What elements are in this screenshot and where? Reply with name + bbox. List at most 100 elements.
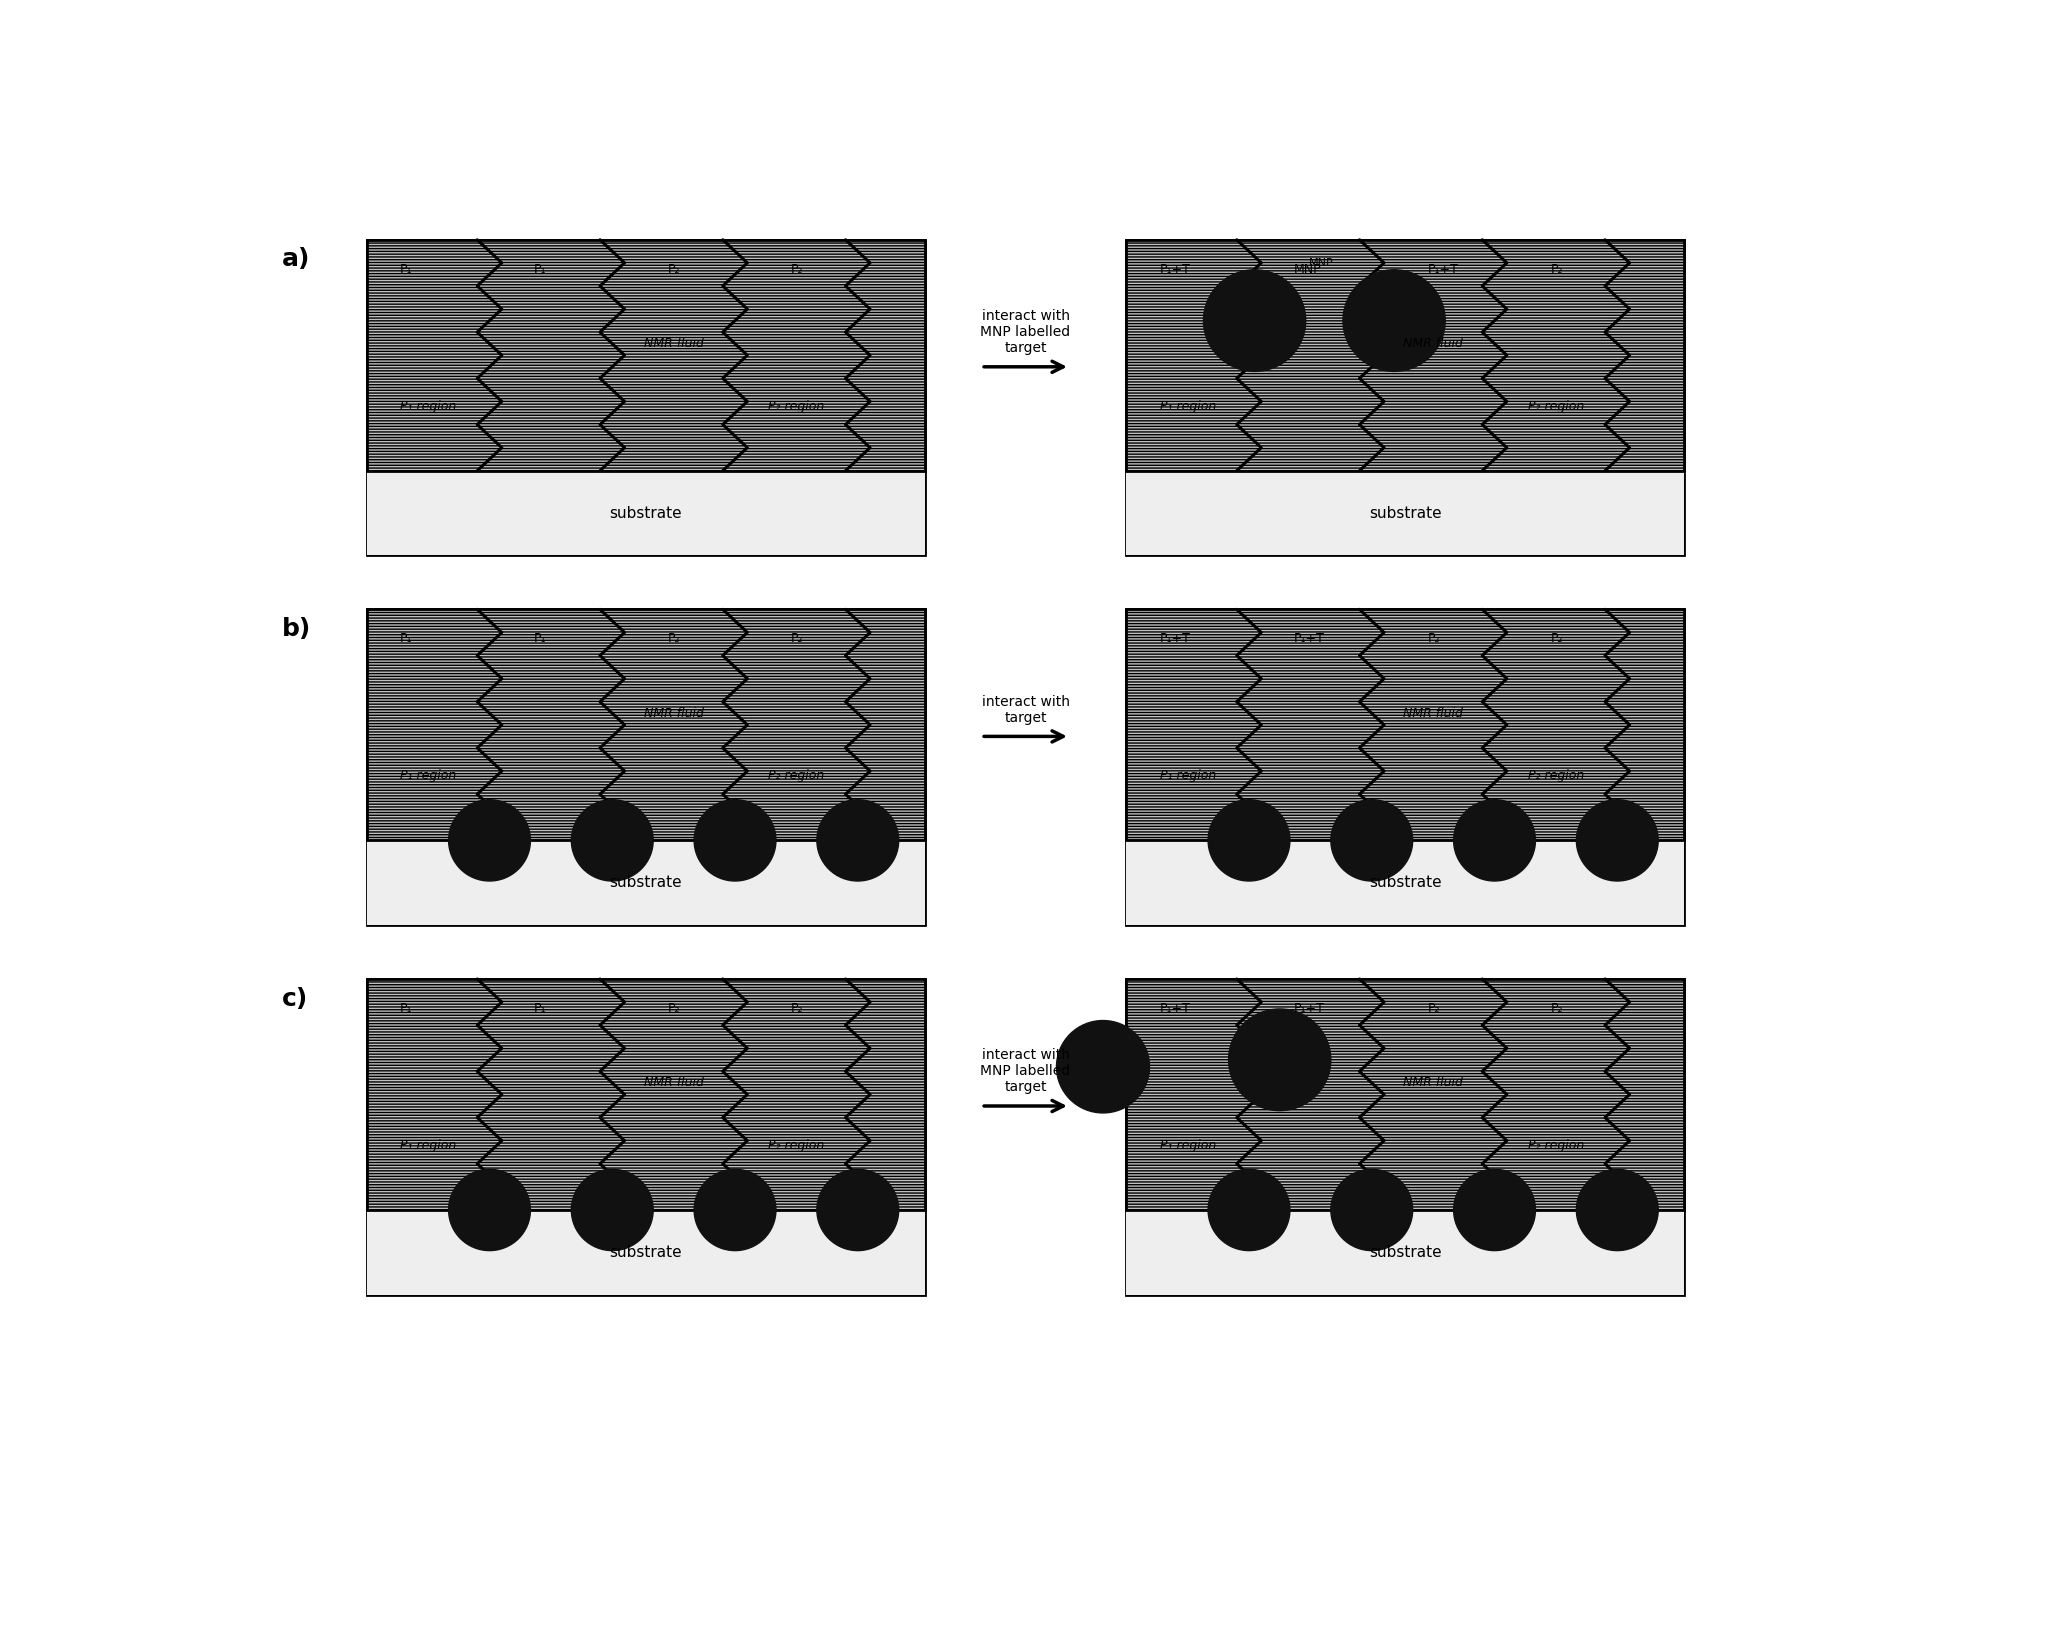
Text: P₂ region: P₂ region [1527,1138,1585,1152]
Text: P₂ region: P₂ region [769,1138,824,1152]
Text: P₁ region: P₁ region [1159,400,1215,413]
Text: P₁ region: P₁ region [401,770,457,781]
Bar [368,609,926,841]
Text: P₂: P₂ [1428,1002,1440,1015]
Text: P₁: P₁ [535,632,547,645]
Circle shape [1229,1008,1331,1110]
Circle shape [1576,1170,1659,1250]
Text: NMR fluid: NMR fluid [1403,707,1463,721]
Text: substrate: substrate [1370,875,1442,890]
Text: NMR fluid: NMR fluid [1403,337,1463,350]
Bar [368,979,926,1211]
Text: P₂ region: P₂ region [769,770,824,781]
Text: substrate: substrate [1370,505,1442,520]
Text: MNP: MNP [1310,258,1335,268]
Circle shape [448,1170,531,1250]
Bar [368,240,926,470]
Circle shape [1576,799,1659,882]
Bar [1126,470,1684,556]
Circle shape [1454,799,1535,882]
Text: P₂: P₂ [667,263,680,276]
Text: P₂: P₂ [791,1002,804,1015]
Circle shape [1454,1170,1535,1250]
Circle shape [1209,799,1289,882]
Text: P₁+T: P₁+T [1293,632,1324,645]
Bar [1126,609,1684,841]
Text: substrate: substrate [609,1245,682,1260]
Bar [368,609,926,841]
Text: MNP: MNP [1293,263,1322,276]
Text: substrate: substrate [609,875,682,890]
Text: interact with
target: interact with target [981,694,1070,725]
Text: NMR fluid: NMR fluid [1403,1076,1463,1089]
Text: P₁ region: P₁ region [1159,770,1215,781]
Bar [1126,841,1684,924]
Circle shape [1202,270,1306,372]
Text: substrate: substrate [609,505,682,520]
Text: P₂: P₂ [667,1002,680,1015]
Text: P₁+T: P₁+T [1159,632,1190,645]
Text: P₁+T: P₁+T [1428,263,1459,276]
Circle shape [816,799,899,882]
Circle shape [1331,799,1413,882]
Text: P₂: P₂ [1428,632,1440,645]
Text: NMR fluid: NMR fluid [645,707,705,721]
Text: P₂: P₂ [1550,632,1562,645]
Text: P₁ region: P₁ region [401,400,457,413]
Bar [1126,240,1684,556]
Bar [368,470,926,556]
Text: NMR fluid: NMR fluid [645,1076,705,1089]
Bar [368,979,926,1295]
Text: P₂: P₂ [1550,263,1562,276]
Text: P₁: P₁ [401,632,413,645]
Bar [1126,240,1684,470]
Text: P₁+T: P₁+T [1159,1002,1190,1015]
Text: interact with
MNP labelled
target: interact with MNP labelled target [981,1048,1070,1094]
Circle shape [816,1170,899,1250]
Text: P₁: P₁ [535,1002,547,1015]
Bar [1126,240,1684,470]
Text: P₁: P₁ [401,1002,413,1015]
Bar [1126,979,1684,1211]
Bar [368,841,926,924]
Text: c): c) [281,987,308,1010]
Bar [368,1211,926,1295]
Circle shape [1331,1170,1413,1250]
Bar [1126,1211,1684,1295]
Text: P₂: P₂ [1550,1002,1562,1015]
Bar [1126,979,1684,1211]
Text: NMR fluid: NMR fluid [645,337,705,350]
Text: a): a) [281,247,310,271]
Circle shape [448,799,531,882]
Bar [1126,240,1684,470]
Circle shape [694,1170,777,1250]
Bar [368,240,926,556]
Bar [1126,609,1684,841]
Bar [1126,609,1684,924]
Text: P₁+T: P₁+T [1159,263,1190,276]
Text: P₂: P₂ [791,263,804,276]
Text: interact with
MNP labelled
target: interact with MNP labelled target [981,309,1070,355]
Text: P₂ region: P₂ region [1527,770,1585,781]
Text: P₁: P₁ [535,263,547,276]
Text: P₁ region: P₁ region [401,1138,457,1152]
Bar [1126,979,1684,1295]
Text: P₂ region: P₂ region [1527,400,1585,413]
Circle shape [572,799,653,882]
Text: P₁+T: P₁+T [1293,1002,1324,1015]
Bar [1126,609,1684,841]
Circle shape [1209,1170,1289,1250]
Text: P₁ region: P₁ region [1159,1138,1215,1152]
Text: P₂: P₂ [667,632,680,645]
Bar [368,609,926,841]
Text: P₁: P₁ [401,263,413,276]
Circle shape [1056,1020,1149,1114]
Bar [368,609,926,924]
Bar [1126,979,1684,1211]
Bar [368,979,926,1211]
Bar [368,240,926,470]
Bar [368,979,926,1211]
Text: substrate: substrate [1370,1245,1442,1260]
Circle shape [1343,270,1446,372]
Text: b): b) [281,617,310,642]
